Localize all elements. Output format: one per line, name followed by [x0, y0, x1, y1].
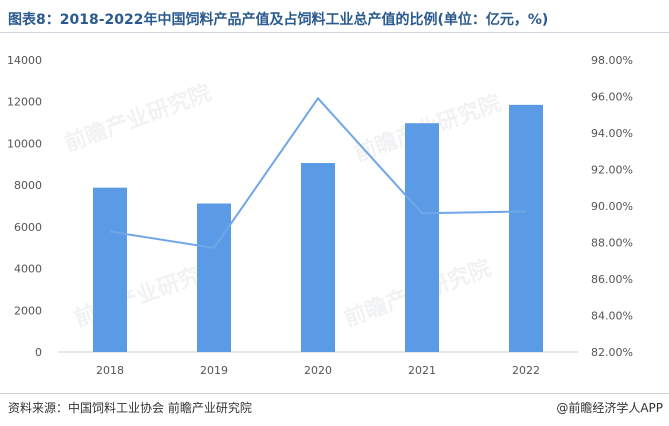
bar-series	[93, 104, 543, 352]
x-tick-label: 2018	[96, 364, 124, 377]
left-tick-label: 0	[35, 346, 42, 359]
left-tick-label: 6000	[14, 221, 42, 234]
right-tick-label: 88.00%	[591, 237, 633, 250]
x-tick-label: 2021	[408, 364, 436, 377]
right-tick-label: 92.00%	[591, 164, 633, 177]
right-tick-label: 90.00%	[591, 200, 633, 213]
right-axis-ticks: 82.00% 84.00% 86.00% 88.00% 90.00% 92.00% 94.0…	[591, 54, 633, 359]
left-tick-label: 2000	[14, 304, 42, 317]
x-tick-label: 2019	[200, 364, 228, 377]
bar-2021	[405, 123, 439, 352]
x-tick-label: 2022	[512, 364, 540, 377]
right-tick-label: 96.00%	[591, 91, 633, 104]
right-tick-label: 94.00%	[591, 127, 633, 140]
bar-2018	[93, 187, 127, 352]
left-axis-ticks: 0 2000 4000 6000 8000 10000 12000 14000	[7, 54, 42, 359]
brand-credit: @前瞻经济学人APP	[556, 401, 663, 415]
watermark-text: 前瞻产业研究院	[61, 80, 215, 157]
title-divider	[0, 32, 669, 33]
left-tick-label: 12000	[7, 96, 42, 109]
left-tick-label: 4000	[14, 263, 42, 276]
x-axis-ticks: 2018 2019 2020 2021 2022	[96, 364, 540, 377]
ratio-line	[109, 96, 527, 250]
right-tick-label: 98.00%	[591, 54, 633, 67]
chart-title: 图表8：2018-2022年中国饲料产品产值及占饲料工业总产值的比例(单位：亿元…	[8, 12, 549, 28]
right-tick-label: 86.00%	[591, 273, 633, 286]
bar-2020	[301, 163, 335, 352]
source-note: 资料来源：中国饲料工业协会 前瞻产业研究院	[8, 401, 252, 415]
bar-2019	[197, 203, 231, 352]
left-tick-label: 8000	[14, 179, 42, 192]
right-tick-label: 82.00%	[591, 346, 633, 359]
footer-divider	[0, 393, 669, 394]
left-tick-label: 10000	[7, 137, 42, 150]
left-tick-label: 14000	[7, 54, 42, 67]
bar-2022	[509, 104, 543, 352]
x-tick-label: 2020	[304, 364, 332, 377]
right-tick-label: 84.00%	[591, 310, 633, 323]
